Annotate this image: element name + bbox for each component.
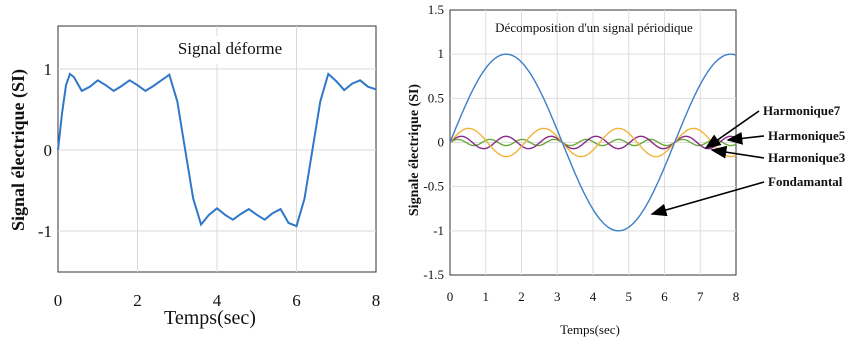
annotation-label: Harmonique5 — [768, 128, 846, 143]
right-chart-title: Décomposition d'un signal périodique — [495, 20, 693, 35]
left-y-axis-label: Signal électrique (SI) — [8, 69, 29, 231]
annotation-arrow — [704, 110, 760, 149]
left-x-axis-label: Temps(sec) — [164, 307, 256, 329]
series-line-harmonique7 — [449, 138, 737, 147]
right-x-tick-label: 0 — [447, 289, 454, 304]
right-x-tick-label: 3 — [554, 289, 561, 304]
right-y-tick-label: -1.5 — [423, 267, 444, 282]
annotation-label: Fondamantal — [768, 174, 843, 189]
left-grid — [58, 26, 376, 272]
left-x-tick-label: 8 — [372, 291, 381, 310]
right-x-tick-label: 6 — [661, 289, 668, 304]
left-series-line — [57, 72, 377, 228]
annotation-label: Harmonique3 — [768, 150, 846, 165]
right-x-tick-label: 1 — [483, 289, 490, 304]
annotation-arrow — [726, 132, 765, 145]
left-x-tick-label: 6 — [292, 291, 301, 310]
left-x-tick-label: 4 — [213, 291, 222, 310]
right-y-tick-label: 1.5 — [428, 2, 444, 17]
annotation-arrow — [650, 181, 765, 217]
right-x-tick-label: 7 — [697, 289, 704, 304]
left-x-tick-label: 2 — [133, 291, 142, 310]
right-x-axis-label: Temps(sec) — [560, 322, 620, 337]
right-y-tick-label: 0.5 — [428, 90, 444, 105]
right-chart: 0 1 2 3 4 5 6 7 8 1.5 1 0.5 0 -0.5 -1 -1.5 Décompositio… — [407, 2, 846, 337]
left-title-box — [166, 36, 288, 64]
series-line-fondamantal — [449, 53, 737, 232]
left-chart-title: Signal déforme — [178, 39, 282, 58]
right-x-tick-label: 4 — [590, 289, 597, 304]
right-x-tick-label: 2 — [518, 289, 525, 304]
left-y-tick-label: 0 — [44, 141, 53, 160]
right-series-lines — [449, 53, 737, 232]
right-x-tick-label: 8 — [733, 289, 740, 304]
left-y-tick-label: 1 — [44, 60, 53, 79]
right-tick-labels: 0 1 2 3 4 5 6 7 8 1.5 1 0.5 0 -0.5 -1 -1.5 — [423, 2, 739, 304]
right-y-tick-label: -0.5 — [423, 179, 444, 194]
right-x-tick-label: 5 — [626, 289, 633, 304]
left-x-tick-label: 0 — [54, 291, 63, 310]
series-line-harmonique5 — [449, 135, 737, 150]
right-y-axis-label: Signale électrique (SI) — [407, 84, 422, 217]
annotation-arrow — [710, 145, 765, 159]
left-chart: 0 2 4 6 810-1 Signal déforme Temps(sec) Sign… — [8, 25, 380, 329]
series-line-harmonique3 — [449, 127, 737, 158]
annotation-label: Harmonique7 — [763, 103, 841, 118]
right-y-tick-label: 0 — [438, 135, 445, 150]
left-tick-labels: 0 2 4 6 810-1 — [38, 60, 380, 310]
right-y-tick-label: -1 — [433, 223, 444, 238]
right-annotations: Harmonique7 Harmonique5 Harmonique3 Fondama… — [650, 103, 846, 217]
right-y-tick-label: 1 — [438, 46, 445, 61]
left-y-tick-label: -1 — [38, 222, 52, 241]
